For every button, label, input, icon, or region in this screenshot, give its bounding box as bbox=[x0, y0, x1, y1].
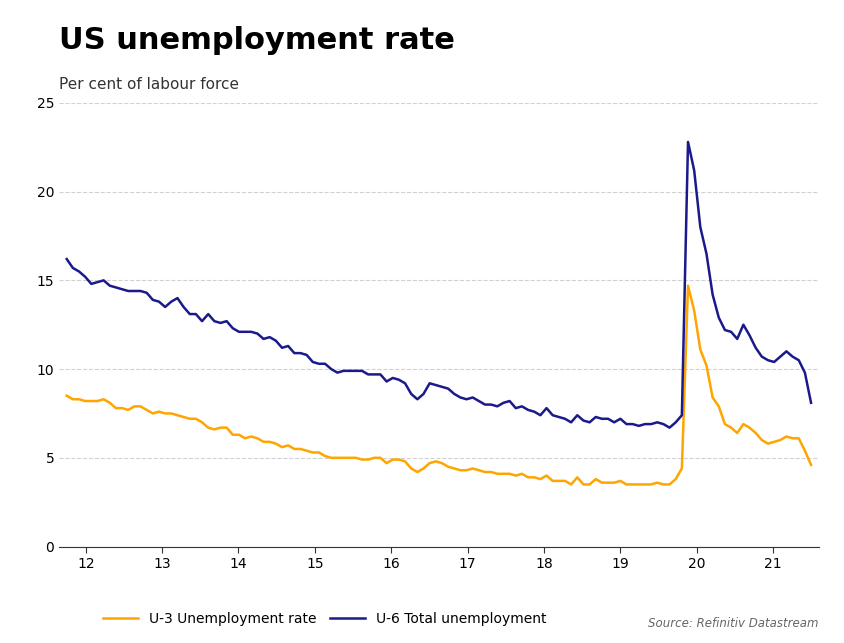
Text: US unemployment rate: US unemployment rate bbox=[59, 26, 455, 55]
Line: U-6 Total unemployment: U-6 Total unemployment bbox=[67, 142, 811, 428]
U-3 Unemployment rate bbox=[566, 480, 576, 488]
U-6 Total unemployment bbox=[468, 394, 478, 401]
U-3 Unemployment rate bbox=[535, 475, 545, 483]
U-6 Total unemployment bbox=[664, 424, 674, 431]
U-6 Total unemployment bbox=[62, 255, 72, 263]
Text: Per cent of labour force: Per cent of labour force bbox=[59, 77, 239, 92]
U-3 Unemployment rate bbox=[301, 447, 311, 455]
U-3 Unemployment rate bbox=[793, 435, 803, 442]
U-6 Total unemployment bbox=[301, 351, 311, 359]
Line: U-3 Unemployment rate: U-3 Unemployment rate bbox=[67, 285, 811, 484]
U-3 Unemployment rate bbox=[234, 431, 244, 439]
U-6 Total unemployment bbox=[234, 328, 244, 336]
U-6 Total unemployment bbox=[683, 138, 693, 146]
U-3 Unemployment rate bbox=[763, 440, 773, 448]
U-6 Total unemployment bbox=[763, 356, 773, 364]
U-3 Unemployment rate bbox=[468, 465, 478, 473]
U-6 Total unemployment bbox=[793, 356, 803, 364]
U-6 Total unemployment bbox=[535, 412, 545, 419]
U-3 Unemployment rate bbox=[62, 392, 72, 399]
Text: Source: Refinitiv Datastream: Source: Refinitiv Datastream bbox=[648, 617, 819, 630]
U-6 Total unemployment bbox=[806, 399, 816, 406]
Legend: U-3 Unemployment rate, U-6 Total unemployment: U-3 Unemployment rate, U-6 Total unemplo… bbox=[98, 607, 552, 632]
U-3 Unemployment rate bbox=[806, 461, 816, 469]
U-3 Unemployment rate bbox=[683, 282, 693, 289]
